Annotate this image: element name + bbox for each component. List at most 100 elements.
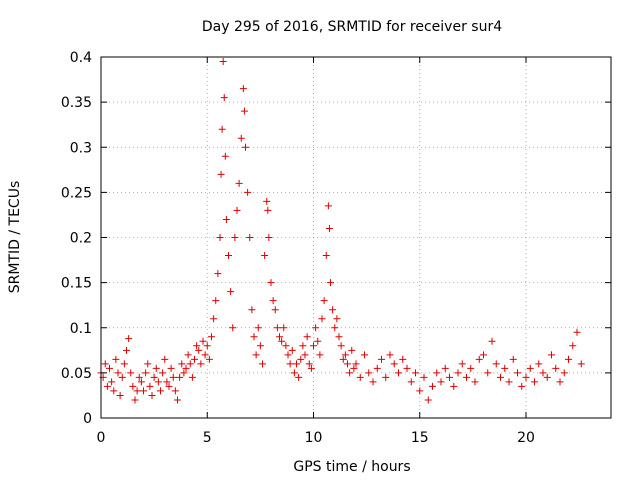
data-point: [450, 382, 458, 390]
data-point: [161, 355, 169, 363]
data-point: [101, 360, 109, 368]
data-point: [288, 346, 296, 354]
data-point: [216, 234, 224, 241]
data-point: [235, 179, 243, 187]
data-point: [264, 206, 272, 214]
data-point: [484, 369, 492, 377]
data-point: [225, 252, 232, 260]
data-point: [212, 297, 220, 305]
data-point: [195, 346, 203, 354]
data-point: [222, 215, 230, 223]
data-point: [142, 369, 150, 377]
data-point: [303, 333, 311, 341]
data-point: [301, 351, 309, 359]
data-point: [227, 288, 235, 296]
data-point: [509, 355, 517, 363]
data-point: [127, 369, 135, 377]
data-point: [331, 324, 339, 332]
data-point: [350, 364, 358, 372]
data-point: [154, 378, 162, 386]
data-point: [267, 279, 275, 287]
y-tick-label: 0.05: [61, 366, 92, 382]
data-point: [263, 197, 271, 205]
data-point: [297, 355, 305, 363]
data-point: [346, 369, 354, 377]
data-point: [310, 342, 317, 350]
data-point: [378, 355, 385, 363]
data-point: [560, 369, 568, 377]
data-point: [252, 351, 260, 359]
data-point: [369, 378, 377, 386]
data-point: [352, 360, 360, 368]
y-tick-label: 0.15: [61, 276, 92, 292]
data-point: [573, 328, 581, 336]
data-point: [193, 342, 201, 350]
data-point: [325, 224, 333, 232]
data-point: [218, 125, 226, 133]
y-tick-label: 0.35: [61, 95, 92, 111]
y-tick-label: 0.1: [70, 321, 92, 337]
data-point: [539, 369, 547, 377]
data-point: [197, 360, 205, 368]
data-point: [112, 355, 120, 363]
x-tick-label: 20: [517, 430, 535, 446]
data-point: [237, 134, 245, 142]
y-tick-label: 0.25: [61, 185, 92, 201]
data-point: [314, 337, 322, 345]
y-tick-label: 0.2: [70, 231, 92, 247]
y-axis-label: SRMTID / TECUs: [7, 181, 23, 294]
data-point: [543, 373, 551, 381]
data-point: [133, 387, 141, 395]
data-point: [548, 351, 555, 359]
data-point: [146, 382, 154, 390]
data-point: [116, 391, 124, 399]
data-point: [327, 279, 334, 287]
data-point: [182, 364, 190, 372]
data-point: [329, 306, 337, 314]
x-tick-label: 10: [305, 430, 323, 446]
data-point: [246, 234, 254, 241]
data-point: [152, 364, 160, 372]
ticks-layer: 0 0.05 0.1 0.15 0.2 0.25 0.3 0.35 0.4 0 5 10 15 20: [61, 50, 611, 446]
data-point: [386, 351, 394, 359]
data-point: [239, 85, 247, 93]
data-point: [176, 373, 184, 381]
data-point: [229, 324, 237, 332]
data-point: [522, 373, 530, 381]
data-point: [188, 373, 196, 381]
data-point: [305, 360, 313, 368]
data-point: [365, 369, 373, 377]
data-point: [269, 297, 277, 305]
data-point: [526, 364, 534, 372]
y-tick-label: 0: [83, 411, 92, 427]
data-point: [220, 94, 228, 102]
data-point: [446, 373, 453, 381]
data-point: [203, 342, 211, 350]
data-point: [295, 373, 303, 381]
data-point: [565, 355, 572, 363]
data-point: [290, 369, 298, 377]
data-point: [248, 306, 256, 314]
data-point: [205, 355, 213, 363]
data-point: [318, 315, 326, 323]
data-point: [231, 234, 239, 241]
data-point: [569, 342, 577, 350]
data-point: [273, 324, 281, 332]
data-point: [282, 342, 290, 350]
data-point: [505, 378, 513, 386]
data-point: [441, 364, 449, 372]
data-point: [335, 333, 343, 341]
data-point: [259, 360, 266, 368]
data-point: [412, 369, 419, 377]
data-point: [467, 364, 475, 372]
data-point: [280, 324, 288, 332]
data-point: [244, 188, 252, 196]
data-point: [324, 202, 332, 210]
data-point: [488, 337, 496, 345]
data-point: [110, 387, 118, 395]
data-point: [286, 360, 294, 368]
data-point: [399, 355, 407, 363]
data-point: [299, 342, 307, 350]
